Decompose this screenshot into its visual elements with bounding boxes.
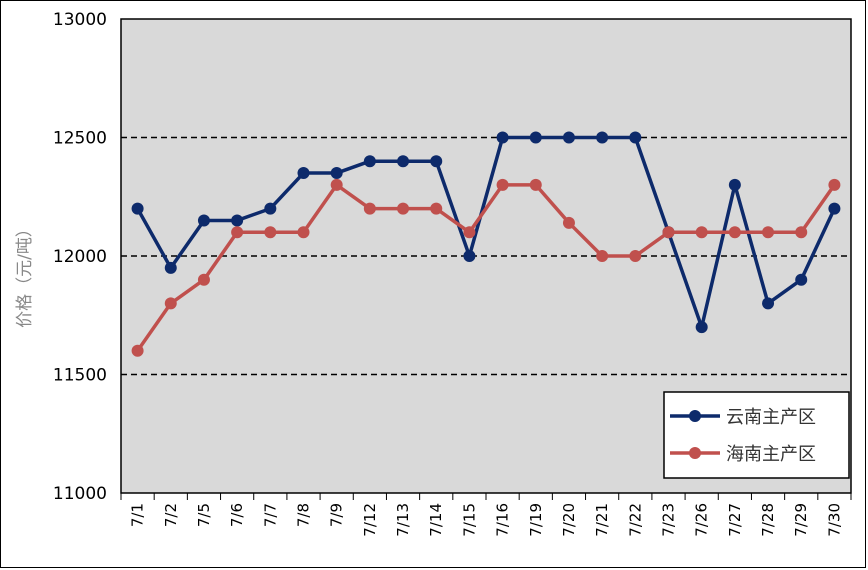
data-point [197, 214, 210, 227]
x-tick-label: 7/22 [626, 503, 644, 537]
data-point [695, 321, 708, 334]
x-tick-label: 7/15 [460, 503, 478, 537]
y-tick-label: 12500 [53, 129, 107, 149]
data-point [330, 178, 343, 191]
data-point [562, 216, 575, 229]
data-point [762, 226, 775, 239]
data-point [231, 214, 244, 227]
data-point [596, 250, 609, 262]
data-point [762, 297, 775, 310]
data-point [264, 226, 277, 239]
x-tick-label: 7/21 [593, 503, 611, 537]
x-tick-label: 7/9 [328, 503, 346, 527]
data-point [397, 202, 410, 215]
data-point [463, 226, 476, 239]
x-tick-label: 7/12 [361, 503, 379, 537]
x-tick-label: 7/1 [129, 503, 147, 527]
x-tick-label: 7/20 [560, 503, 578, 537]
legend-label: 海南主产区 [726, 444, 816, 465]
legend-box [663, 391, 850, 479]
legend-label: 云南主产区 [726, 407, 816, 428]
y-axis-label: 价格（元/吨） [15, 220, 35, 328]
data-point [297, 167, 310, 180]
data-point [197, 273, 210, 286]
data-point [164, 297, 177, 310]
data-point [496, 131, 509, 144]
data-point [131, 344, 144, 357]
data-point [264, 202, 277, 215]
data-point [330, 167, 343, 180]
x-tick-label: 7/5 [195, 503, 213, 527]
data-point [463, 250, 476, 262]
data-point [629, 131, 642, 144]
x-tick-label: 7/8 [295, 503, 313, 527]
data-point [795, 226, 808, 239]
y-tick-label: 12000 [53, 247, 107, 267]
x-tick-label: 7/2 [162, 503, 180, 527]
x-tick-label: 7/16 [494, 503, 512, 537]
legend-marker [689, 410, 701, 422]
data-point [529, 178, 542, 191]
x-tick-label: 7/6 [228, 503, 246, 527]
data-point [529, 131, 542, 144]
data-point [795, 273, 808, 286]
x-tick-label: 7/13 [394, 503, 412, 537]
x-tick-label: 7/30 [825, 503, 843, 537]
y-tick-label: 11500 [53, 366, 107, 386]
y-tick-label: 13000 [53, 10, 107, 30]
data-point [828, 178, 841, 191]
data-point [728, 226, 741, 239]
y-tick-label: 11000 [53, 484, 107, 504]
x-tick-label: 7/23 [660, 503, 678, 537]
data-point [828, 202, 841, 215]
series-line-2 [136, 183, 836, 352]
x-tick-label: 7/14 [427, 503, 445, 537]
data-point [297, 226, 310, 239]
data-point [629, 250, 642, 262]
legend-marker [689, 447, 701, 459]
data-point [496, 178, 509, 191]
data-point [397, 155, 410, 168]
x-tick-label: 7/19 [527, 503, 545, 537]
data-point [363, 155, 376, 168]
data-point [662, 226, 675, 239]
x-tick-label: 7/26 [693, 503, 711, 537]
data-point [131, 202, 144, 215]
data-point [596, 131, 609, 144]
data-point [430, 202, 443, 215]
data-point [231, 226, 244, 239]
series-line-1 [136, 135, 836, 329]
data-point [430, 155, 443, 168]
data-point [363, 202, 376, 215]
data-point [562, 131, 575, 144]
x-tick-label: 7/27 [726, 503, 744, 537]
data-point [164, 261, 177, 274]
x-tick-label: 7/29 [792, 503, 810, 537]
data-point [695, 226, 708, 239]
data-point [728, 178, 741, 191]
x-tick-label: 7/28 [759, 503, 777, 537]
x-tick-label: 7/7 [261, 503, 279, 527]
